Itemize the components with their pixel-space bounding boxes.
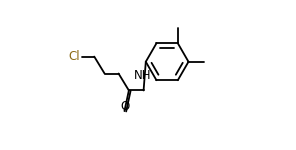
- Text: O: O: [120, 100, 130, 112]
- Text: NH: NH: [134, 69, 152, 82]
- Text: Cl: Cl: [69, 50, 80, 63]
